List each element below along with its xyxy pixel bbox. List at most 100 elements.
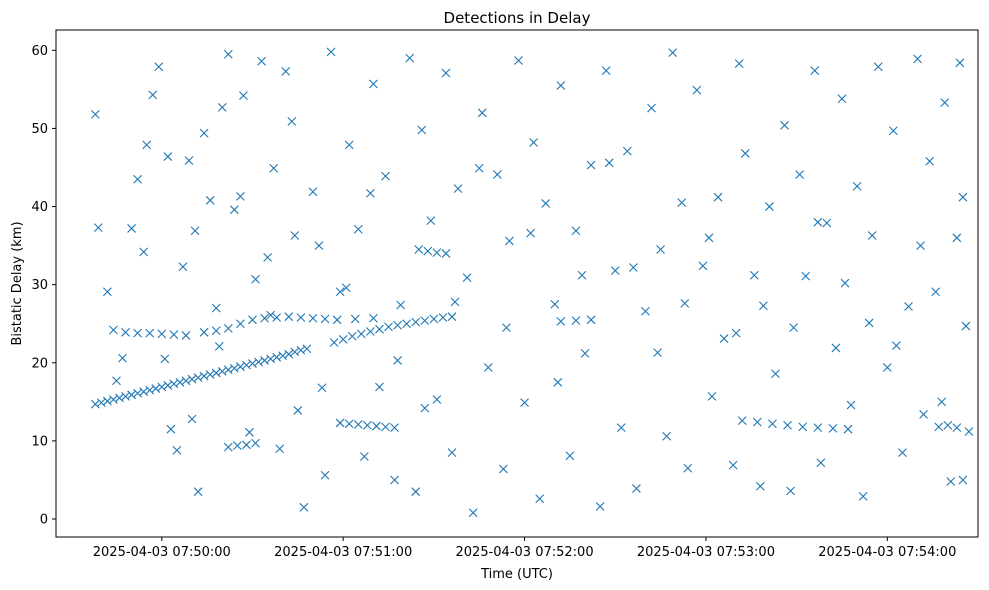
data-point (103, 287, 112, 297)
data-point (254, 357, 263, 367)
data-point (133, 388, 143, 398)
data-point (964, 427, 974, 436)
data-point (236, 319, 245, 329)
data-point (375, 382, 384, 392)
data-point (257, 56, 266, 66)
data-point (580, 349, 590, 358)
data-point (873, 62, 883, 72)
data-point (786, 486, 795, 496)
data-point (940, 98, 950, 108)
data-point (765, 202, 774, 211)
data-point (483, 363, 493, 372)
data-point (816, 458, 826, 468)
data-point (553, 377, 563, 387)
data-point (577, 270, 587, 280)
data-point (656, 245, 665, 254)
data-point (740, 149, 750, 158)
data-point (181, 376, 191, 386)
data-point (952, 423, 962, 433)
data-point (438, 313, 448, 322)
data-point (347, 331, 357, 341)
data-point (344, 419, 354, 429)
data-point (707, 391, 717, 401)
data-point (526, 228, 535, 238)
data-point (260, 356, 269, 365)
data-point (411, 317, 421, 327)
data-point (365, 327, 375, 336)
data-point (362, 420, 372, 430)
data-point (320, 470, 330, 480)
x-tick-label: 2025-04-03 07:50:00 (93, 545, 231, 560)
data-point (353, 224, 363, 234)
data-point (145, 328, 155, 338)
data-point (771, 369, 780, 379)
data-point (236, 192, 245, 201)
data-point (783, 420, 792, 430)
point-layer (90, 47, 974, 518)
data-point (601, 66, 611, 76)
y-tick-label: 40 (31, 200, 48, 215)
data-point (145, 385, 155, 395)
data-point (668, 48, 678, 58)
data-point (728, 460, 738, 470)
data-point (148, 90, 158, 100)
data-point (223, 324, 233, 333)
data-point (287, 117, 297, 126)
data-point (837, 94, 847, 104)
data-point (913, 54, 922, 64)
data-point (375, 324, 384, 334)
data-point (565, 451, 575, 461)
data-point (843, 424, 853, 434)
data-point (390, 475, 399, 485)
data-point (178, 262, 188, 272)
data-point (604, 158, 614, 168)
data-point (139, 387, 149, 397)
data-point (432, 395, 442, 404)
x-axis-label: Time (UTC) (480, 567, 553, 582)
y-axis-label: Bistatic Delay (km) (10, 221, 25, 345)
data-point (344, 140, 354, 150)
data-point (239, 91, 248, 101)
data-point (157, 382, 167, 392)
data-point (432, 248, 442, 258)
data-point (864, 318, 874, 328)
data-point (109, 395, 118, 404)
data-point (320, 314, 330, 324)
data-point (217, 102, 227, 112)
data-point (381, 422, 390, 432)
data-point (414, 245, 424, 254)
data-point (372, 421, 381, 431)
data-point (628, 263, 638, 272)
data-point (266, 310, 276, 320)
data-point (641, 306, 650, 316)
data-point (293, 406, 303, 415)
data-point (692, 85, 702, 95)
y-tick-label: 50 (31, 122, 48, 137)
data-point (393, 356, 402, 365)
data-point (296, 345, 306, 355)
data-point (272, 352, 282, 362)
data-point (541, 199, 551, 208)
data-point (840, 278, 850, 288)
x-axis: 2025-04-03 07:50:00 2025-04-03 07:51:00 20… (93, 537, 956, 560)
data-point (780, 120, 789, 130)
data-point (199, 327, 209, 337)
data-point (199, 371, 209, 381)
data-point (680, 299, 690, 308)
data-point (199, 128, 209, 138)
data-point (958, 475, 968, 485)
data-point (251, 274, 260, 284)
data-point (514, 56, 523, 65)
data-point (867, 231, 877, 240)
data-point (154, 62, 164, 72)
data-point (550, 299, 560, 309)
data-point (109, 325, 118, 335)
data-point (308, 187, 318, 197)
data-point (789, 323, 798, 333)
data-point (296, 313, 306, 322)
data-point (882, 363, 892, 372)
data-point (223, 49, 233, 59)
data-point (390, 423, 399, 433)
data-point (556, 316, 566, 326)
data-point (447, 312, 457, 322)
